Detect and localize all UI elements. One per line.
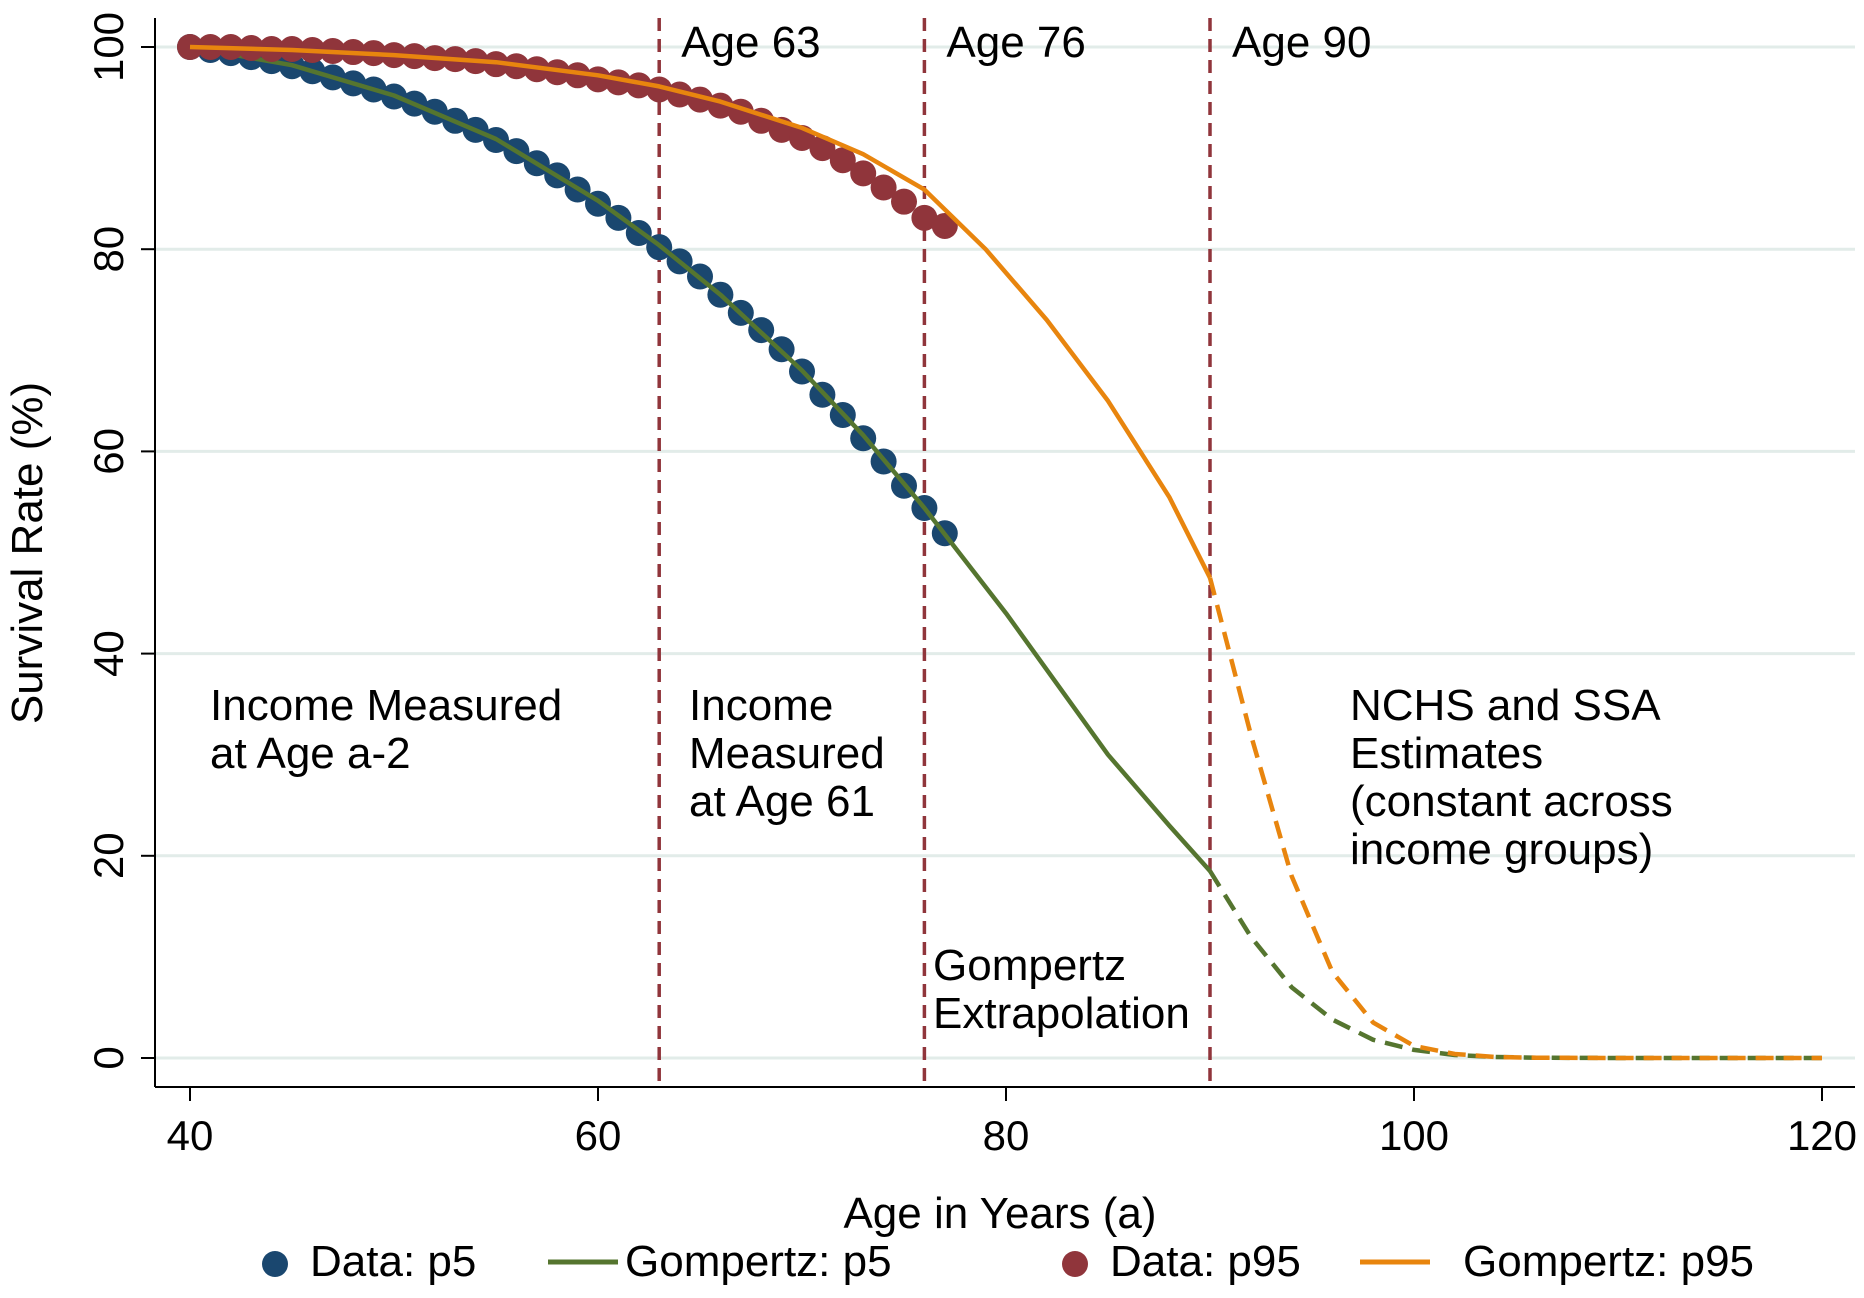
vline-label: Age 90 — [1232, 18, 1371, 67]
series-layer — [177, 34, 1822, 1061]
series-data-p5 — [177, 34, 958, 547]
y-tick-label: 0 — [85, 1046, 132, 1069]
legend-label: Data: p95 — [1110, 1237, 1301, 1286]
annotation-line: Estimates — [1350, 729, 1543, 778]
legend-item: Gompertz: p95 — [1360, 1237, 1754, 1286]
axes: 0 20 40 60 80 100 40 60 80 100 120 — [85, 12, 1857, 1159]
series-line-gompertz-p5 — [189, 44, 1212, 873]
x-tick-label: 80 — [983, 1112, 1030, 1159]
annotation-line: Income Measured — [210, 681, 562, 730]
legend-item: Gompertz: p5 — [548, 1237, 892, 1286]
data-point — [850, 160, 877, 187]
legend-item: Data: p95 — [1062, 1237, 1301, 1286]
legend-label: Gompertz: p95 — [1463, 1237, 1754, 1286]
annotation-line: Measured — [689, 729, 885, 778]
series-line-nchs-ssa-p5 — [1208, 869, 1822, 1061]
annotation-line: Extrapolation — [933, 989, 1190, 1038]
annotation-line: at Age a-2 — [210, 729, 411, 778]
data-point — [625, 72, 652, 99]
data-point — [911, 204, 938, 231]
x-tick-label: 40 — [167, 1112, 214, 1159]
annotation-line: Gompertz — [933, 941, 1126, 990]
age-cutoff-lines: Age 63 Age 76 Age 90 — [657, 18, 1371, 1087]
data-point — [870, 174, 897, 201]
data-point — [931, 212, 958, 239]
series-line-gompertz-p95 — [189, 44, 1213, 579]
annotation-line: (constant across — [1350, 777, 1673, 826]
y-tick-label: 60 — [85, 428, 132, 475]
x-axis-title: Age in Years (a) — [843, 1189, 1156, 1238]
data-point — [829, 147, 856, 174]
y-tick-label: 100 — [85, 12, 132, 82]
x-tick-label: 100 — [1379, 1112, 1449, 1159]
vline-label: Age 63 — [681, 18, 820, 67]
legend-item: Data: p5 — [262, 1237, 476, 1286]
legend-marker-dot — [1062, 1251, 1088, 1277]
x-tick-label: 60 — [575, 1112, 622, 1159]
annotation-line: income groups) — [1350, 825, 1653, 874]
series-line-nchs-ssa-p95 — [1207, 577, 1822, 1061]
annotation-line: NCHS and SSA — [1350, 681, 1661, 730]
data-point — [891, 188, 917, 215]
data-point — [564, 62, 591, 89]
gridlines — [155, 45, 1855, 1060]
legend-marker-dot — [262, 1251, 288, 1277]
legend-label: Data: p5 — [310, 1237, 476, 1286]
legend: Data: p5 Gompertz: p5 Data: p95 Gompertz: p… — [262, 1237, 1754, 1286]
x-tick-label: 120 — [1787, 1112, 1857, 1159]
vline-label: Age 76 — [946, 18, 1085, 67]
legend-label: Gompertz: p5 — [625, 1237, 892, 1286]
y-axis-title: Survival Rate (%) — [3, 382, 52, 724]
y-tick-label: 40 — [85, 630, 132, 677]
annotation-line: Income — [689, 681, 833, 730]
y-tick-label: 80 — [85, 226, 132, 273]
annotation-line: at Age 61 — [689, 777, 875, 826]
y-tick-label: 20 — [85, 832, 132, 879]
